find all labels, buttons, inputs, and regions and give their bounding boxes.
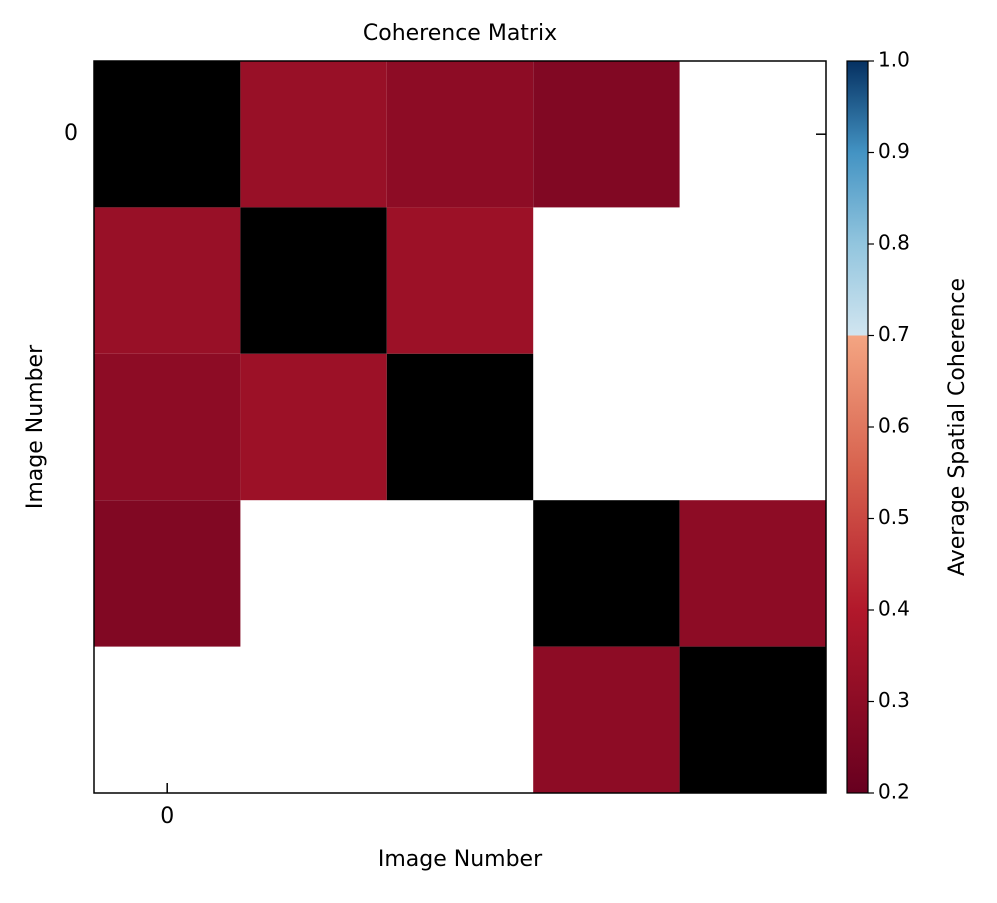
- cell: [386, 61, 534, 208]
- cell: [94, 207, 241, 354]
- colorbar-tick-label: 0.2: [878, 780, 910, 804]
- x-axis-label: Image Number: [378, 847, 543, 872]
- colorbar-tick-label: 0.8: [878, 231, 910, 255]
- colorbar-tick-label: 0.9: [878, 139, 910, 163]
- cell: [94, 353, 241, 501]
- plot-frame: [93, 60, 827, 794]
- colorbar: [846, 60, 869, 794]
- y-tick-label: 0: [64, 121, 78, 146]
- y-axis-label: Image Number: [23, 344, 48, 509]
- diagonal-cell: [240, 207, 387, 354]
- cell: [94, 500, 241, 647]
- colorbar-label: Average Spatial Coherence: [945, 278, 970, 576]
- colorbar-tick-label: 0.7: [878, 322, 910, 346]
- colorbar-tick-label: 0.5: [878, 505, 910, 529]
- chart-title: Coherence Matrix: [363, 21, 557, 46]
- diagonal-cell: [533, 500, 680, 647]
- colorbar-tick-label: 1.0: [878, 48, 910, 72]
- x-tick-label: 0: [160, 804, 174, 829]
- diagonal-cell: [94, 61, 241, 208]
- colorbar-tick-label: 0.4: [878, 597, 910, 621]
- cell: [533, 646, 680, 793]
- cell: [386, 207, 534, 354]
- colorbar-tick-label: 0.6: [878, 414, 910, 438]
- cell: [240, 353, 387, 501]
- cell: [240, 61, 387, 208]
- cell: [533, 61, 680, 208]
- cell: [679, 500, 826, 647]
- diagonal-cell: [679, 646, 826, 793]
- diagonal-cell: [386, 353, 534, 501]
- colorbar-tick-label: 0.3: [878, 688, 910, 712]
